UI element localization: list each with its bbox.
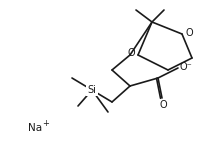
Text: Na: Na xyxy=(28,123,42,133)
Text: Si: Si xyxy=(88,85,97,95)
Text: O: O xyxy=(127,48,135,58)
Text: O⁻: O⁻ xyxy=(180,62,192,72)
Text: O: O xyxy=(185,28,193,38)
Text: +: + xyxy=(42,120,49,128)
Text: O: O xyxy=(159,100,167,110)
